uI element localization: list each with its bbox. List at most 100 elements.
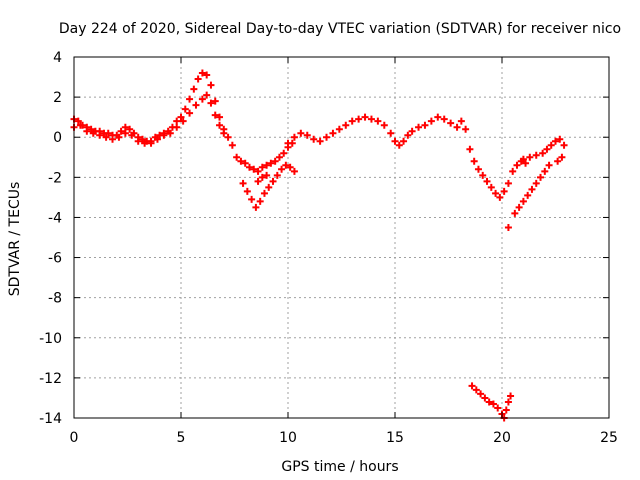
data-point — [404, 131, 412, 139]
data-point — [203, 91, 211, 99]
data-point — [348, 117, 356, 125]
data-point — [468, 382, 476, 390]
data-point — [479, 171, 487, 179]
data-point — [280, 149, 288, 157]
data-point — [134, 137, 142, 145]
data-point — [282, 161, 290, 169]
plot-frame — [73, 56, 610, 419]
data-point — [453, 123, 461, 131]
data-point — [500, 187, 508, 195]
data-point — [115, 133, 123, 141]
data-point — [335, 125, 343, 133]
y-tick-label: -10 — [39, 331, 62, 347]
data-point — [141, 139, 149, 147]
data-point — [147, 139, 155, 147]
data-point — [254, 167, 262, 175]
data-point — [241, 159, 249, 167]
data-point — [489, 400, 497, 408]
data-point — [466, 145, 474, 153]
data-point — [539, 149, 547, 157]
data-point — [284, 139, 292, 147]
data-point — [211, 111, 219, 119]
data-point — [273, 171, 281, 179]
data-point — [532, 151, 540, 159]
data-point — [487, 183, 495, 191]
data-point — [245, 163, 253, 171]
data-point — [391, 137, 399, 145]
x-tick-label: 0 — [70, 430, 79, 446]
data-point — [96, 131, 104, 139]
data-point — [380, 121, 388, 129]
data-point — [74, 117, 82, 125]
data-point — [496, 193, 504, 201]
data-point — [250, 165, 258, 173]
data-point — [121, 129, 129, 137]
x-tick-label: 5 — [177, 430, 186, 446]
data-point — [177, 113, 185, 121]
data-point — [472, 386, 480, 394]
data-point — [524, 191, 532, 199]
data-point — [117, 127, 125, 135]
data-point — [194, 75, 202, 83]
data-point — [179, 117, 187, 125]
data-point — [543, 145, 551, 153]
data-point — [220, 129, 228, 137]
y-axis-label: SDTVAR / TECUs — [7, 182, 23, 297]
data-point — [290, 133, 298, 141]
data-point — [421, 121, 429, 129]
data-points — [70, 69, 568, 422]
data-point — [367, 115, 375, 123]
data-point — [181, 105, 189, 113]
data-point — [190, 85, 198, 93]
data-point — [316, 137, 324, 145]
data-point — [233, 153, 241, 161]
data-point — [513, 161, 521, 169]
data-point — [545, 161, 553, 169]
data-point — [173, 117, 181, 125]
data-point — [252, 203, 260, 211]
data-point — [173, 123, 181, 131]
data-point — [186, 95, 194, 103]
y-tick-label: -14 — [39, 411, 62, 427]
data-point — [258, 173, 266, 181]
data-point — [128, 131, 136, 139]
data-point — [528, 185, 536, 193]
data-point — [519, 155, 527, 163]
data-point — [483, 177, 491, 185]
data-point — [216, 121, 224, 129]
data-point — [269, 177, 277, 185]
series — [284, 113, 530, 201]
data-point — [260, 189, 268, 197]
data-point — [560, 141, 568, 149]
data-point — [248, 195, 256, 203]
data-point — [254, 177, 262, 185]
data-point — [186, 109, 194, 117]
chart-title: Day 224 of 2020, Sidereal Day-to-day VTE… — [59, 21, 621, 37]
data-point — [224, 133, 232, 141]
data-point — [303, 131, 311, 139]
x-tick-label: 10 — [279, 430, 297, 446]
data-point — [511, 209, 519, 217]
data-point — [504, 398, 512, 406]
data-point — [447, 119, 455, 127]
data-point — [228, 141, 236, 149]
data-point — [547, 141, 555, 149]
y-tick-label: -6 — [48, 251, 62, 267]
series — [233, 139, 298, 211]
data-point — [83, 127, 91, 135]
data-point — [485, 398, 493, 406]
data-point — [211, 97, 219, 105]
data-point — [387, 129, 395, 137]
grid — [74, 57, 609, 418]
data-point — [537, 173, 545, 181]
data-point — [515, 203, 523, 211]
data-point — [558, 153, 566, 161]
data-point — [541, 167, 549, 175]
data-point — [160, 131, 168, 139]
data-point — [243, 187, 251, 195]
x-axis-label: GPS time / hours — [281, 459, 398, 475]
series — [504, 135, 568, 231]
data-point — [102, 133, 110, 141]
